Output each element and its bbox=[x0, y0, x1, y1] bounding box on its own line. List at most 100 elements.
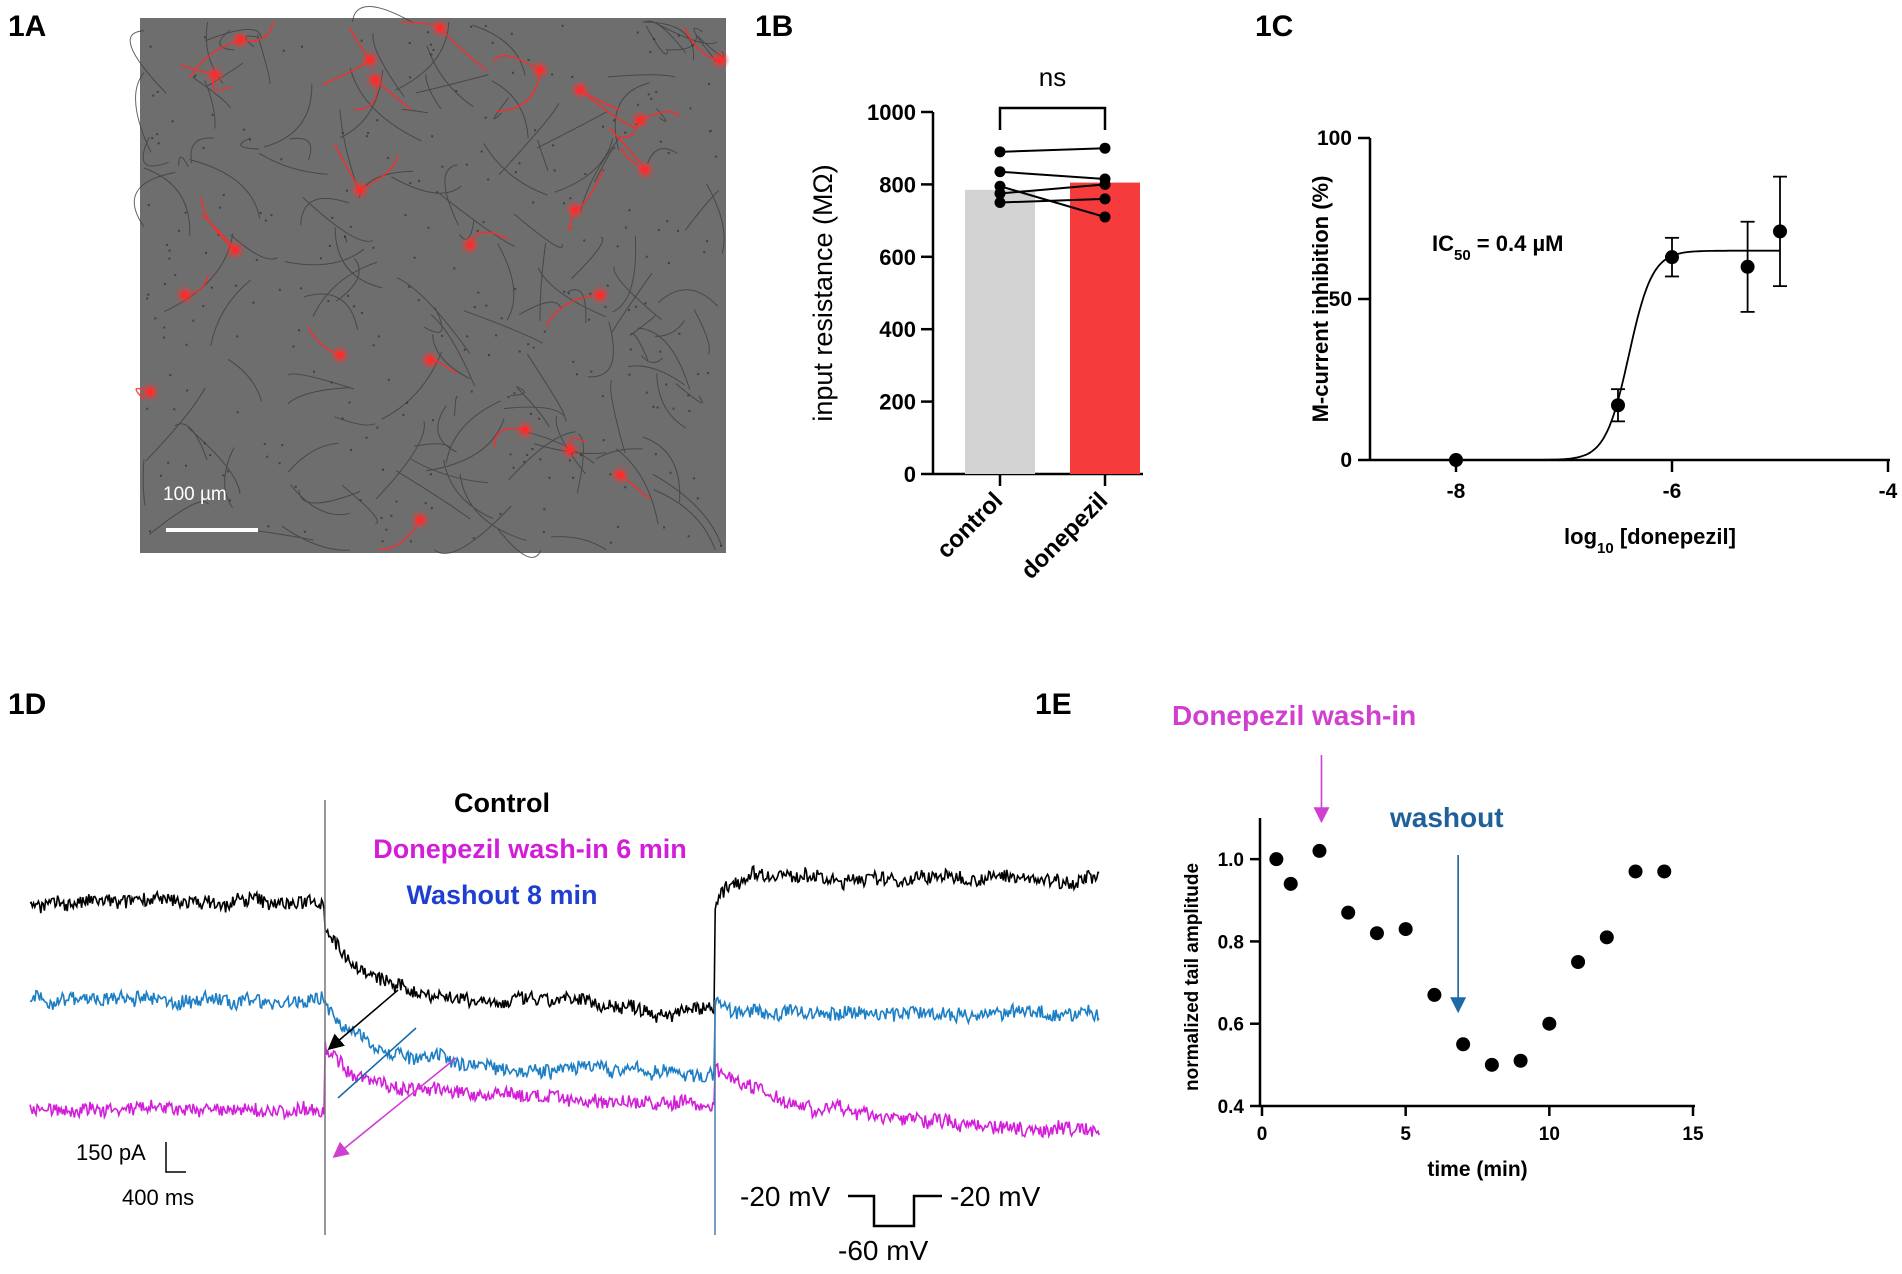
bar-donepezil bbox=[1070, 182, 1140, 474]
legend-entry: Donepezil wash-in 6 min bbox=[373, 834, 687, 864]
scale-time-label: 400 ms bbox=[122, 1185, 194, 1210]
data-point bbox=[1740, 259, 1755, 274]
cell-body bbox=[536, 66, 544, 74]
data-point bbox=[1369, 926, 1384, 941]
paired-point bbox=[1099, 142, 1111, 154]
bar-control bbox=[965, 189, 1035, 474]
fit-curve bbox=[1456, 249, 1780, 461]
cell-body bbox=[466, 241, 474, 249]
paired-point bbox=[1099, 211, 1111, 223]
cell-body bbox=[716, 56, 724, 64]
data-point bbox=[1312, 843, 1327, 858]
x-axis-label: time (min) bbox=[1427, 1158, 1527, 1181]
y-axis-label: M-current inhibition (%) bbox=[1308, 176, 1333, 423]
protocol-hold-right: -20 mV bbox=[950, 1181, 1041, 1212]
y-tick-label: 1.0 bbox=[1218, 850, 1244, 871]
paired-point bbox=[994, 180, 1006, 192]
cell-body bbox=[231, 246, 239, 254]
data-point bbox=[1449, 453, 1463, 467]
panel-label-1e: 1E bbox=[1035, 688, 1072, 721]
x-tick-label: -6 bbox=[1663, 480, 1682, 503]
micrograph-image bbox=[140, 18, 726, 553]
current-traces-chart: Control Donepezil wash-in 6 min Washout 8 … bbox=[29, 788, 1100, 1235]
cell-body bbox=[366, 56, 374, 64]
protocol-hold-left: -20 mV bbox=[740, 1181, 831, 1212]
y-axis-label: input resistance (MΩ) bbox=[808, 164, 838, 421]
x-tick-label: -8 bbox=[1447, 480, 1466, 503]
x-tick-label: -4 bbox=[1879, 480, 1898, 503]
cell-body bbox=[596, 291, 604, 299]
x-tick-label: 0 bbox=[1257, 1124, 1268, 1145]
data-point bbox=[1571, 955, 1586, 969]
data-point bbox=[1341, 905, 1356, 920]
fluorescent-neurites bbox=[135, 21, 721, 550]
cell-body bbox=[616, 471, 624, 479]
trace-scale-bar: 150 pA 400 ms bbox=[76, 1140, 194, 1210]
y-tick-label: 800 bbox=[879, 172, 916, 197]
cell-body bbox=[371, 76, 379, 84]
data-point bbox=[1599, 930, 1614, 945]
data-point bbox=[1456, 1037, 1471, 1052]
x-axis-label: log10 [donepezil] bbox=[1564, 524, 1736, 557]
paired-line bbox=[999, 185, 1106, 218]
scale-current-label: 150 pA bbox=[76, 1140, 146, 1165]
arrow-washout bbox=[337, 1027, 417, 1099]
arrow-donepezil bbox=[332, 1057, 457, 1159]
cell-debris bbox=[146, 24, 723, 547]
tail-amplitude-chart: 0.4 0.6 0.8 1.0 0 5 10 15 Donepezil wash-in washo… bbox=[1172, 700, 1704, 1181]
y-tick-label: 200 bbox=[879, 390, 916, 415]
panel-label-1c: 1C bbox=[1255, 10, 1293, 43]
dose-response-chart: 0 50 100 -8 -6 -4 IC50 = 0.4 µM log10 [donepezi… bbox=[1308, 127, 1898, 557]
significance-bracket bbox=[998, 106, 1107, 130]
data-point bbox=[1628, 864, 1643, 879]
scale-bar-label: 100 µm bbox=[163, 484, 227, 505]
data-point bbox=[1283, 876, 1298, 891]
cell-body bbox=[146, 388, 154, 396]
panel-label-1d: 1D bbox=[8, 688, 46, 721]
protocol-step: -60 mV bbox=[838, 1235, 929, 1266]
panel-label-1a: 1A bbox=[8, 10, 46, 43]
data-point bbox=[1513, 1053, 1528, 1068]
panel-label-1b: 1B bbox=[755, 10, 793, 43]
legend-entry: Washout 8 min bbox=[406, 880, 597, 910]
trace-donepezil-wash-in-6-min bbox=[29, 1041, 1100, 1140]
paired-point bbox=[1099, 193, 1111, 205]
y-tick-label: 1000 bbox=[867, 100, 916, 125]
y-axis-label: normalized tail amplitude bbox=[1182, 863, 1203, 1091]
y-tick-label: 0.6 bbox=[1218, 1015, 1244, 1036]
data-point bbox=[1269, 852, 1284, 867]
paired-point bbox=[1099, 173, 1111, 185]
data-point bbox=[1427, 987, 1442, 1002]
y-tick-label: 0 bbox=[904, 462, 916, 487]
cell-body bbox=[181, 291, 189, 299]
input-resistance-chart: 0 200 400 600 800 1000 control donepezil ns input… bbox=[808, 62, 1143, 584]
micrograph-panel: 100 µm bbox=[129, 6, 730, 558]
x-tick-label: control bbox=[932, 487, 1009, 564]
cell-body bbox=[576, 86, 584, 94]
data-point bbox=[1484, 1057, 1499, 1072]
x-tick-label: 15 bbox=[1682, 1124, 1704, 1145]
y-tick-label: 0 bbox=[1340, 449, 1352, 472]
cell-body bbox=[336, 351, 344, 359]
x-tick-label: donepezil bbox=[1016, 487, 1113, 584]
cell-body bbox=[566, 446, 574, 454]
y-tick-label: 0.8 bbox=[1218, 932, 1244, 953]
cell-body bbox=[426, 356, 434, 364]
voltage-step-icon bbox=[848, 1194, 942, 1228]
y-tick-label: 0.4 bbox=[1218, 1097, 1245, 1118]
paired-line bbox=[999, 147, 1106, 153]
scale-bar-lines bbox=[165, 1142, 186, 1173]
cell-body bbox=[636, 116, 644, 124]
voltage-protocol: -20 mV -60 mV -20 mV bbox=[740, 1181, 1041, 1266]
trace-washout-8-min bbox=[29, 988, 1100, 1083]
paired-point bbox=[994, 146, 1006, 158]
paired-point bbox=[994, 197, 1006, 208]
cell-body bbox=[571, 206, 579, 214]
ic50-annotation: IC50 = 0.4 µM bbox=[1432, 231, 1563, 264]
cell-body bbox=[641, 166, 649, 174]
x-tick-label: 5 bbox=[1400, 1124, 1411, 1145]
cell-body bbox=[356, 186, 364, 194]
cell-body bbox=[211, 71, 219, 79]
arrow-control bbox=[327, 989, 399, 1051]
